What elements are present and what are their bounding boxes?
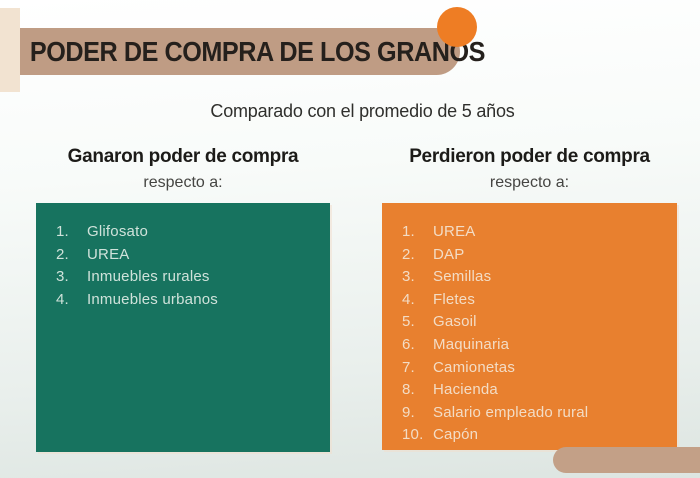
list-item-number: 5. [402,313,415,331]
list-item-number: 2. [402,245,415,263]
gained-subheading: respecto a: [143,174,223,191]
left-accent-strip [0,8,20,92]
list-item: 5. Gasoil [402,314,661,329]
list-item-number: 7. [402,358,415,376]
list-item: 7. Camionetas [402,360,661,375]
list-item: 2. UREA [56,247,314,262]
list-item-label: Gasoil [433,313,477,331]
list-item: 8. Hacienda [402,382,661,397]
list-item: 3. Inmuebles rurales [56,269,314,284]
orange-circle-decoration [437,7,477,47]
list-item: 10. Capón [402,427,661,442]
list-item-number: 2. [56,245,69,263]
list-item: 4. Fletes [402,292,661,307]
lost-list: 1. UREA 2. DAP 3. Semillas 4. Fletes 5. Gasoil 6. M… [382,203,677,442]
page-title: PODER DE COMPRA DE LOS GRANOS [29,35,486,67]
list-item-label: DAP [433,245,465,263]
list-item-label: Inmuebles urbanos [87,290,218,308]
list-item-label: Maquinaria [433,335,510,353]
list-item-label: Salario empleado rural [433,403,589,421]
list-item: 3. Semillas [402,269,661,284]
gained-heading: Ganaron poder de compra [67,146,299,167]
list-item-label: Capón [433,426,479,444]
list-item-label: UREA [87,245,130,263]
bottom-accent-bar [553,447,700,473]
list-item: 1. UREA [402,224,661,239]
list-item-label: Glifosato [87,223,148,240]
list-item-number: 6. [402,335,415,353]
list-item-label: Fletes [433,290,476,308]
subtitle: Comparado con el promedio de 5 años [210,101,515,121]
list-item-number: 4. [56,290,69,308]
list-item-number: 4. [402,290,415,308]
list-item-label: Semillas [433,268,492,286]
list-item-number: 8. [402,381,415,399]
gained-list-box: 1. Glifosato 2. UREA 3. Inmuebles rurales 4. In… [36,203,330,452]
list-item: 9. Salario empleado rural [402,405,661,420]
list-item: 4. Inmuebles urbanos [56,292,314,307]
list-item: 2. DAP [402,247,661,262]
list-item-label: UREA [433,223,476,240]
gained-list: 1. Glifosato 2. UREA 3. Inmuebles rurales 4. In… [36,203,330,307]
list-item-label: Inmuebles rurales [87,268,210,286]
list-item-number: 10. [402,426,424,444]
lost-heading: Perdieron poder de compra [409,146,650,167]
lost-subheading: respecto a: [489,174,570,191]
list-item-label: Camionetas [433,358,516,376]
list-item-number: 3. [56,268,69,286]
list-item-number: 1. [56,223,69,240]
list-item-number: 9. [402,403,415,421]
list-item-number: 1. [402,223,415,240]
list-item: 6. Maquinaria [402,337,661,352]
list-item: 1. Glifosato [56,224,314,239]
title-banner: PODER DE COMPRA DE LOS GRANOS [20,28,485,75]
list-item-label: Hacienda [433,381,498,399]
list-item-number: 3. [402,268,415,286]
lost-list-box: 1. UREA 2. DAP 3. Semillas 4. Fletes 5. Gasoil 6. M… [382,203,677,450]
